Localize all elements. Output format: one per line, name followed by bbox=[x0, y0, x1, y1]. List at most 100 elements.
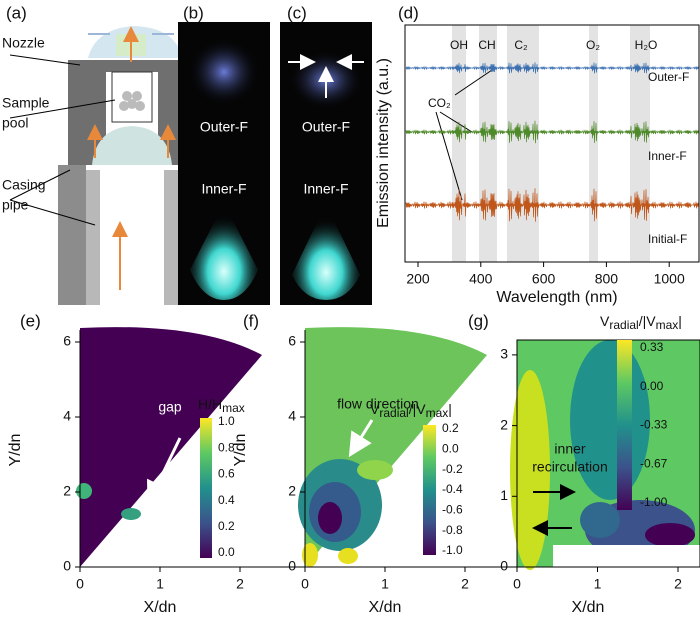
dome bbox=[92, 126, 172, 165]
sample-pool bbox=[111, 71, 153, 123]
panel-label: (c) bbox=[287, 3, 307, 22]
y-axis-label: Emission intensity (a.u.) bbox=[375, 58, 392, 228]
co2-label: CO₂ bbox=[428, 96, 451, 110]
series-label: Outer-F bbox=[648, 70, 689, 84]
outer-label: Outer-F bbox=[302, 119, 350, 135]
x-tick-label: 800 bbox=[595, 271, 619, 287]
colorbar-title: H/Hmax bbox=[198, 396, 245, 415]
colorbar-tick-label: -1.0 bbox=[442, 543, 463, 557]
panel-f: (f) Y/dn X/dn flow direction Vradial/|Vm… bbox=[232, 311, 487, 616]
band-label: C₂ bbox=[514, 38, 528, 52]
panel-label: (f) bbox=[243, 311, 259, 330]
spectrum bbox=[405, 188, 699, 222]
x-axis-label: Wavelength (nm) bbox=[496, 289, 617, 306]
y-tick-label: 4 bbox=[288, 408, 296, 424]
panel-e: (e) Y/dn X/dn gap H/Hmax bbox=[7, 311, 262, 616]
colorbar-tick-label: -0.4 bbox=[442, 482, 463, 496]
x-tick-label: 1 bbox=[594, 576, 602, 592]
colorbar-tick-label: 0.4 bbox=[218, 493, 235, 507]
colorbar-title: Vradial/|Vmax| bbox=[600, 313, 682, 332]
x-tick-label: 0 bbox=[513, 576, 521, 592]
annotation: recirculation bbox=[532, 459, 607, 475]
colorbar bbox=[617, 340, 632, 510]
casing-pipe-label: Casing bbox=[2, 177, 46, 193]
annotation: flow direction bbox=[337, 396, 419, 412]
y-tick-label: 6 bbox=[63, 333, 71, 349]
y-tick-label: 0 bbox=[500, 558, 508, 574]
annotation: gap bbox=[158, 399, 182, 415]
y-axis-label: Y/dn bbox=[232, 434, 249, 467]
colorbar-tick-label: -0.2 bbox=[442, 462, 463, 476]
inner-label: Inner-F bbox=[201, 181, 246, 197]
series-label: Inner-F bbox=[648, 149, 687, 163]
colorbar-tick-label: 0.2 bbox=[218, 519, 235, 533]
inner-label: Inner-F bbox=[303, 181, 348, 197]
inner-pipe bbox=[86, 170, 100, 305]
x-tick-label: 2 bbox=[461, 576, 469, 592]
y-tick-label: 4 bbox=[63, 408, 71, 424]
nozzle-label: Nozzle bbox=[2, 35, 45, 51]
x-tick-label: 600 bbox=[532, 271, 556, 287]
y-tick-label: 2 bbox=[288, 483, 296, 499]
casing-pipe-label: pipe bbox=[2, 197, 29, 213]
y-tick-label: 0 bbox=[63, 558, 71, 574]
panel-label: (e) bbox=[20, 311, 41, 330]
y-tick-label: 2 bbox=[500, 416, 508, 432]
y-tick-label: 1 bbox=[500, 487, 508, 503]
sample-pool-label: pool bbox=[2, 115, 28, 131]
colorbar-tick-label: -0.6 bbox=[442, 503, 463, 517]
series-label: Initial-F bbox=[648, 232, 687, 246]
panel-label: (a) bbox=[6, 3, 27, 22]
colorbar-tick-label: -1.00 bbox=[640, 495, 668, 509]
colorbar-tick-label: 0.0 bbox=[218, 545, 235, 559]
block bbox=[106, 60, 158, 72]
colorbar-tick-label: 0.00 bbox=[640, 379, 664, 393]
pipe-wall bbox=[58, 165, 86, 305]
panel-label: (b) bbox=[183, 3, 204, 22]
panel-d: (d) Emission intensity (a.u.) Wavelength… bbox=[375, 3, 700, 306]
x-tick-label: 0 bbox=[301, 576, 309, 592]
plot-frame bbox=[404, 24, 700, 263]
y-tick-label: 3 bbox=[500, 346, 508, 362]
panel-b: (b) Outer-F Inner-F bbox=[178, 3, 270, 305]
colorbar-tick-label: 1.0 bbox=[218, 414, 235, 428]
x-tick-label: 2 bbox=[236, 576, 244, 592]
colorbar-tick-label: -0.67 bbox=[640, 456, 668, 470]
band-label: OH bbox=[450, 38, 468, 52]
x-axis-label: X/dn bbox=[369, 599, 402, 616]
panel-label: (d) bbox=[398, 3, 419, 22]
panel-g: (g) X/dn inner recirculation Vradial/|Vm… bbox=[468, 311, 700, 616]
x-tick-label: 0 bbox=[76, 576, 84, 592]
annotation: inner bbox=[554, 441, 585, 457]
x-tick-label: 1000 bbox=[654, 271, 685, 287]
y-tick-label: 0 bbox=[288, 558, 296, 574]
colorbar-tick-label: 0.2 bbox=[442, 421, 459, 435]
band-label: O₂ bbox=[586, 38, 600, 52]
x-tick-label: 1 bbox=[381, 576, 389, 592]
x-tick-label: 400 bbox=[469, 271, 493, 287]
x-axis-label: X/dn bbox=[144, 599, 177, 616]
colorbar-tick-label: 0.0 bbox=[442, 442, 459, 456]
y-axis-label: Y/dn bbox=[7, 434, 24, 467]
colorbar bbox=[200, 418, 212, 558]
inner-pipe bbox=[164, 170, 178, 305]
spectrum bbox=[405, 120, 699, 144]
panel-label: (g) bbox=[468, 311, 489, 330]
outer-label: Outer-F bbox=[200, 119, 248, 135]
panel-a: (a) Nozzle Sample pool Casing pipe bbox=[2, 3, 206, 305]
band-label: H₂O bbox=[635, 38, 658, 52]
y-tick-label: 6 bbox=[288, 333, 296, 349]
colorbar-title: Vradial/|Vmax| bbox=[370, 401, 452, 420]
sample-pool-label: Sample bbox=[2, 95, 50, 111]
x-tick-label: 2 bbox=[674, 576, 682, 592]
colorbar-tick-label: -0.8 bbox=[442, 523, 463, 537]
colorbar-tick-label: 0.6 bbox=[218, 467, 235, 481]
x-axis-label: X/dn bbox=[572, 599, 605, 616]
band-label: CH bbox=[478, 38, 495, 52]
spectrum bbox=[405, 62, 699, 74]
panel-c: (c) Outer-F Inner-F bbox=[280, 3, 372, 305]
colorbar bbox=[423, 425, 436, 555]
colorbar-tick-label: 0.8 bbox=[218, 440, 235, 454]
colorbar-tick-label: -0.33 bbox=[640, 418, 668, 432]
